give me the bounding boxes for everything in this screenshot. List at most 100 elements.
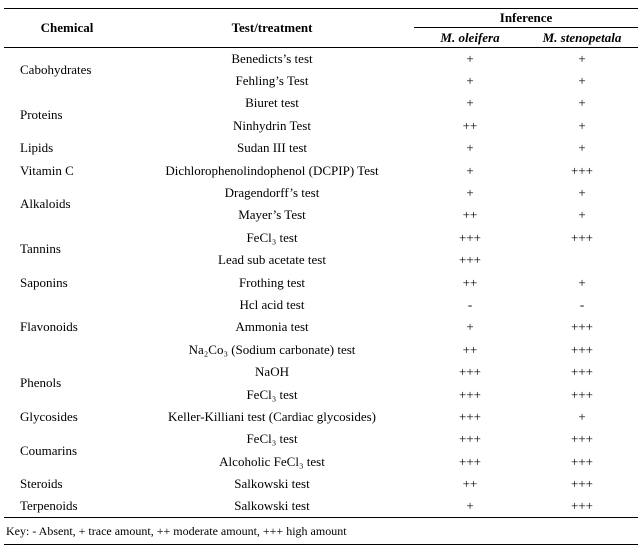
- table-row: Steroids Salkowski test ++ +++: [4, 473, 638, 495]
- test-cell: Hcl acid test: [239, 296, 305, 312]
- result-m-oleifera: +++: [459, 229, 481, 245]
- test-cell: Mayer’s Test: [238, 207, 306, 223]
- result-m-oleifera: +++: [459, 431, 481, 447]
- header-chemical: Chemical: [4, 8, 130, 48]
- chemical-cell: Vitamin C: [20, 162, 74, 178]
- chemical-cell: Lipids: [20, 140, 54, 156]
- table-row: Fehling’s Test + +: [4, 70, 638, 92]
- test-cell: FeCl₃ test: [246, 229, 298, 245]
- chemical-cell: Steroids: [20, 476, 63, 492]
- result-m-stenopetala: +++: [571, 319, 593, 335]
- table-row: FeCl₃ test +++ +++: [4, 383, 638, 405]
- table-row: Ammonia test + +++: [4, 316, 638, 338]
- result-m-oleifera: +: [466, 185, 474, 201]
- test-cell: Sudan III test: [236, 140, 308, 156]
- chemical-cell: Cabohydrates: [20, 62, 92, 78]
- chemical-cell: Flavonoids: [20, 319, 78, 335]
- chemical-cell: Phenols: [20, 375, 62, 391]
- test-cell: Fehling’s Test: [235, 73, 309, 89]
- table-row: Terpenoids Salkowski test + +++: [4, 495, 638, 519]
- result-m-stenopetala: +: [578, 73, 586, 89]
- test-cell: Salkowski test: [234, 476, 310, 492]
- table-row: Alcoholic FeCl₃ test +++ +++: [4, 451, 638, 473]
- result-m-stenopetala: +: [578, 95, 586, 111]
- result-m-stenopetala: +: [578, 207, 586, 223]
- result-m-stenopetala: +++: [571, 162, 593, 178]
- chemical-cell: Proteins: [20, 106, 63, 122]
- result-m-oleifera: +++: [459, 453, 481, 469]
- test-cell: Frothing test: [238, 274, 306, 290]
- result-m-oleifera: +: [466, 140, 474, 156]
- result-m-stenopetala: +: [578, 50, 586, 66]
- test-cell: Lead sub acetate test: [218, 252, 326, 268]
- test-cell: Keller-Killiani test (Cardiac glycosides…: [167, 408, 377, 424]
- header-m-oleifera: M. oleifera: [414, 27, 526, 48]
- result-m-oleifera: +: [466, 73, 474, 89]
- chemical-cell: Saponins: [20, 274, 68, 290]
- result-m-oleifera: ++: [462, 274, 478, 290]
- result-m-stenopetala: +++: [571, 341, 593, 357]
- result-m-oleifera: +: [466, 95, 474, 111]
- table-row: Cabohydrates Benedicts’s test + +: [4, 48, 638, 77]
- table-key: Key: - Absent, + trace amount, ++ modera…: [4, 518, 638, 546]
- table-row: Phenols NaOH +++ +++: [4, 361, 638, 390]
- table-row: Saponins Frothing test ++ +: [4, 271, 638, 293]
- test-cell: FeCl₃ test: [246, 386, 298, 402]
- result-m-oleifera: ++: [462, 117, 478, 133]
- test-cell: NaOH: [255, 364, 289, 380]
- result-m-oleifera: ++: [462, 341, 478, 357]
- result-m-stenopetala: +++: [571, 364, 593, 380]
- chemical-cell: Glycosides: [20, 408, 78, 424]
- table-row: Lipids Sudan III test + +: [4, 137, 638, 159]
- test-cell: Salkowski test: [130, 495, 414, 519]
- table-row: Ninhydrin Test ++ +: [4, 115, 638, 137]
- phytochemical-screening-table: Chemical Test/treatment Inference M. ole…: [4, 8, 638, 519]
- result-m-oleifera: +++: [459, 364, 481, 380]
- chemical-cell: Terpenoids: [4, 495, 130, 519]
- table-row: Lead sub acetate test +++: [4, 249, 638, 271]
- table-row: Vitamin C Dichlorophenolindophenol (DCPI…: [4, 159, 638, 181]
- table-row: Tannins FeCl₃ test +++ +++: [4, 227, 638, 256]
- test-cell: Alcoholic FeCl₃ test: [219, 453, 325, 469]
- chemical-cell: Coumarins: [20, 442, 78, 458]
- result-m-stenopetala: +: [578, 140, 586, 156]
- result-m-stenopetala: +++: [571, 453, 593, 469]
- result-m-stenopetala: +++: [571, 431, 593, 447]
- result-m-oleifera: +: [466, 162, 474, 178]
- chemical-cell: Alkaloids: [20, 196, 71, 212]
- test-cell: FeCl₃ test: [246, 431, 298, 447]
- result-m-stenopetala: +++: [526, 495, 638, 519]
- table-row: Glycosides Keller-Killiani test (Cardiac…: [4, 406, 638, 428]
- table-row: Na₂Co₃ (Sodium carbonate) test ++ +++: [4, 339, 638, 361]
- result-m-stenopetala: +++: [571, 229, 593, 245]
- result-m-stenopetala: +++: [571, 476, 593, 492]
- test-cell: Dragendorff’s test: [224, 185, 320, 201]
- result-m-oleifera: +: [466, 319, 474, 335]
- result-m-stenopetala: +++: [571, 386, 593, 402]
- result-m-stenopetala: [526, 249, 638, 271]
- table-row: Flavonoids Hcl acid test - -: [4, 294, 638, 334]
- result-m-stenopetala: +: [578, 117, 586, 133]
- result-m-stenopetala: +: [578, 274, 586, 290]
- result-m-stenopetala: +: [578, 185, 586, 201]
- test-cell: Ninhydrin Test: [233, 117, 311, 133]
- test-cell: Ammonia test: [235, 319, 309, 335]
- chemical-cell: Tannins: [20, 241, 61, 257]
- result-m-stenopetala: +: [578, 408, 586, 424]
- test-cell: Dichlorophenolindophenol (DCPIP) Test: [165, 162, 379, 178]
- test-cell: Na₂Co₃ (Sodium carbonate) test: [188, 341, 356, 357]
- result-m-oleifera: +++: [459, 252, 481, 268]
- test-cell: Biuret test: [245, 95, 299, 111]
- result-m-oleifera: +: [466, 50, 474, 66]
- result-m-oleifera: +: [414, 495, 526, 519]
- header-m-stenopetala: M. stenopetala: [526, 27, 638, 48]
- result-m-oleifera: +++: [459, 386, 481, 402]
- table-row: Coumarins FeCl₃ test +++ +++: [4, 428, 638, 457]
- result-m-oleifera: -: [467, 296, 473, 312]
- table-row: Mayer’s Test ++ +: [4, 204, 638, 226]
- result-m-stenopetala: -: [579, 296, 585, 312]
- result-m-oleifera: ++: [462, 476, 478, 492]
- table-row: Alkaloids Dragendorff’s test + +: [4, 182, 638, 211]
- test-cell: Benedicts’s test: [231, 50, 313, 66]
- result-m-oleifera: +++: [459, 408, 481, 424]
